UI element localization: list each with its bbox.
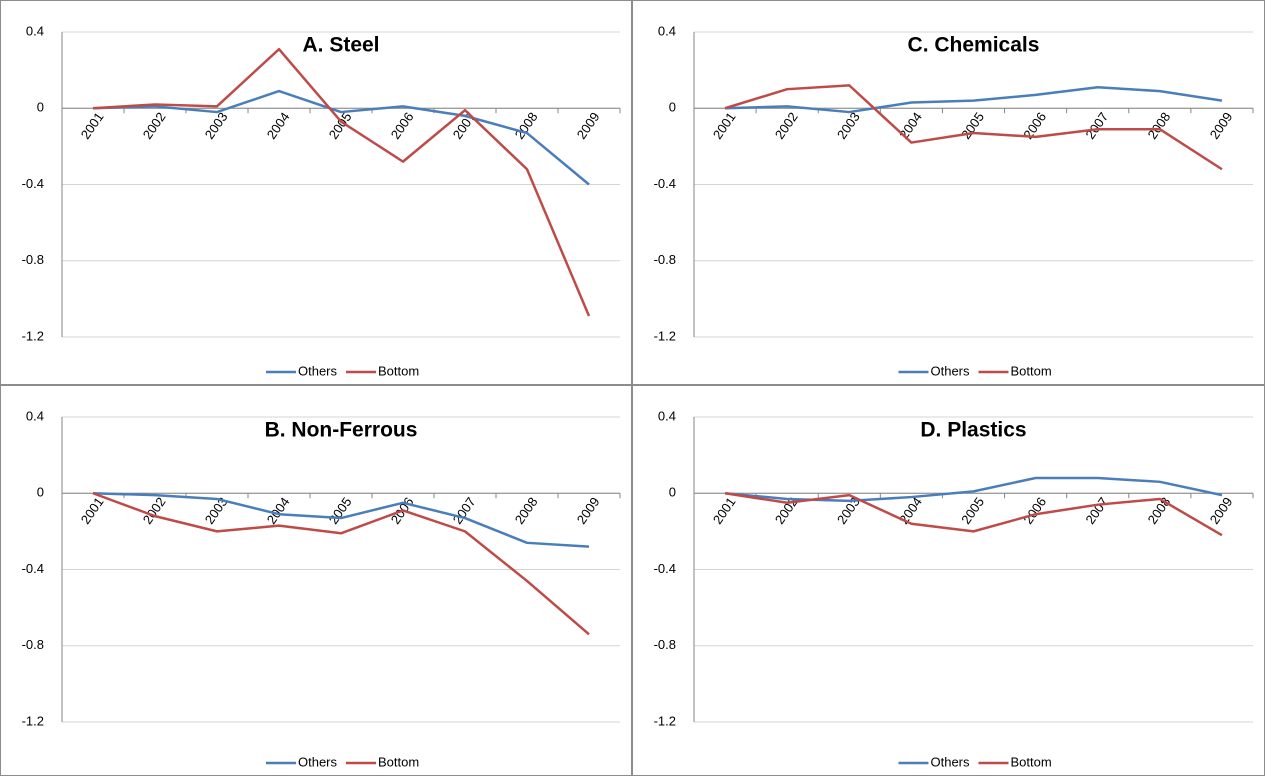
x-tick-label: 2009 — [1207, 109, 1236, 141]
panel: 0.4 0 -0.4 -0.8 -1.2 2001 2002 2003 2004 2005 2006… — [0, 0, 632, 385]
y-tick-label: -0.4 — [654, 176, 676, 191]
x-tick-label: 2001 — [710, 109, 739, 141]
legend-label: Bottom — [1011, 754, 1052, 769]
line-series — [724, 492, 1223, 537]
x-tick-label: 2008 — [512, 494, 541, 526]
legend-label: Bottom — [1011, 363, 1052, 378]
x-tick-label: 2005 — [958, 494, 987, 526]
legend-label: Others — [931, 363, 971, 378]
x-tick-label: 2002 — [772, 109, 801, 141]
x-tick-label: 2003 — [202, 109, 231, 141]
x-tick-label: 2007 — [1082, 494, 1111, 526]
panel-border — [0, 0, 632, 385]
legend-label: Others — [931, 754, 971, 769]
y-tick-label: 0.4 — [26, 408, 44, 423]
x-tick-label: 2008 — [1145, 109, 1174, 141]
panel-border — [632, 385, 1265, 776]
x-tick-label: 2004 — [264, 109, 293, 141]
line-series — [92, 89, 590, 186]
y-tick-label: 0 — [37, 485, 44, 500]
x-tick-label: 2003 — [834, 109, 863, 141]
y-tick-label: -0.4 — [654, 561, 676, 576]
x-tick-label: 2007 — [1082, 109, 1111, 141]
x-tick-label: 2006 — [388, 109, 417, 141]
legend-label: Others — [298, 754, 338, 769]
x-tick-label: 2005 — [326, 109, 355, 141]
line-series — [724, 84, 1223, 171]
y-tick-label: -1.2 — [654, 328, 676, 343]
x-tick-label: 2002 — [140, 494, 169, 526]
y-tick-label: 0 — [37, 100, 44, 115]
y-tick-label: 0.4 — [658, 23, 676, 38]
panel-border — [632, 0, 1265, 385]
y-tick-label: -0.8 — [654, 252, 676, 267]
y-tick-label: -1.2 — [22, 328, 44, 343]
x-tick-label: 2001 — [710, 494, 739, 526]
chart-title: B. Non-Ferrous — [265, 419, 418, 442]
x-tick-label: 2004 — [896, 109, 925, 141]
chart-title: C. Chemicals — [908, 34, 1040, 57]
line-series — [92, 492, 590, 548]
y-tick-label: 0.4 — [26, 23, 44, 38]
y-tick-label: -1.2 — [654, 713, 676, 728]
panel-border — [0, 385, 632, 776]
y-tick-label: -1.2 — [22, 713, 44, 728]
legend-label: Others — [298, 363, 338, 378]
y-tick-label: -0.8 — [22, 252, 44, 267]
line-series — [725, 86, 1223, 114]
x-tick-label: 2004 — [896, 494, 925, 526]
x-tick-label: 2009 — [574, 494, 603, 526]
line-series — [92, 47, 591, 317]
y-tick-label: -0.8 — [654, 637, 676, 652]
y-tick-label: -0.4 — [22, 561, 44, 576]
x-tick-label: 2001 — [78, 109, 107, 141]
y-tick-label: -0.8 — [22, 637, 44, 652]
x-tick-label: 2005 — [958, 109, 987, 141]
y-tick-label: 0.4 — [658, 408, 676, 423]
y-tick-label: 0 — [669, 485, 676, 500]
x-tick-label: 2002 — [140, 109, 169, 141]
chart-title: D. Plastics — [920, 419, 1026, 442]
x-tick-label: 2009 — [574, 109, 603, 141]
x-tick-label: 2008 — [512, 109, 541, 141]
x-tick-label: 2006 — [1020, 494, 1049, 526]
y-tick-label: -0.4 — [22, 176, 44, 191]
x-tick-label: 2001 — [78, 494, 107, 526]
chart-title: A. Steel — [302, 34, 379, 57]
legend-label: Bottom — [378, 363, 419, 378]
y-tick-label: 0 — [669, 100, 676, 115]
legend-label: Bottom — [378, 754, 419, 769]
x-tick-label: 2009 — [1207, 494, 1236, 526]
x-tick-label: 2005 — [326, 494, 355, 526]
line-series — [92, 492, 590, 636]
